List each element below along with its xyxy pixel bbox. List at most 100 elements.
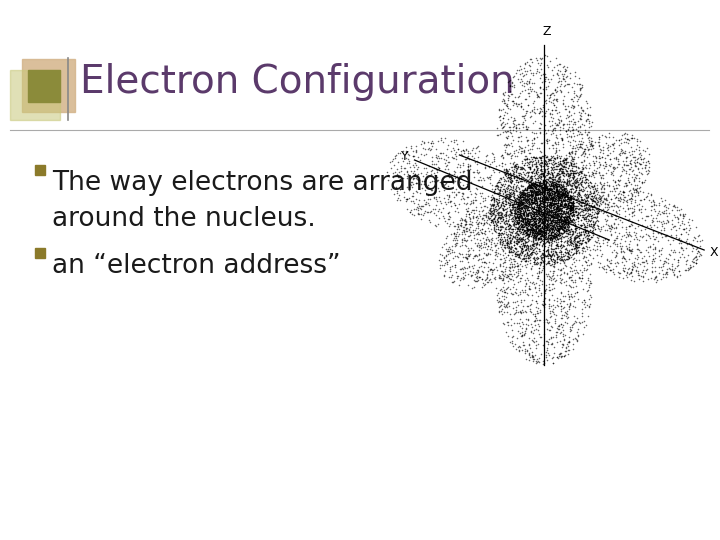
Point [649,235,660,244]
Point [567,200,578,208]
Point [550,145,562,154]
Point [534,60,546,69]
Point [582,110,593,118]
Point [546,195,557,204]
Point [535,182,546,191]
Point [581,98,593,107]
Point [560,158,572,166]
Point [546,217,557,225]
Point [570,289,581,298]
Point [544,190,556,198]
Point [489,189,500,198]
Point [394,168,405,177]
Point [552,198,564,207]
Point [415,140,426,149]
Point [552,182,563,191]
Point [565,234,577,242]
Point [546,340,558,348]
Point [573,274,585,283]
Point [500,212,511,220]
Point [523,197,535,206]
Point [534,198,546,207]
Point [516,181,528,190]
Point [487,206,499,214]
Point [541,350,552,359]
Point [687,244,698,253]
Point [553,214,564,223]
Point [523,196,534,205]
Point [558,242,570,251]
Point [501,219,513,227]
Point [487,201,499,210]
Point [527,180,539,188]
Point [523,225,535,234]
Point [590,212,601,221]
Point [548,190,559,198]
Point [547,358,559,367]
Point [439,258,451,267]
Point [575,185,587,193]
Point [469,270,481,279]
Point [623,222,634,231]
Point [530,341,541,350]
Point [588,158,600,167]
Point [544,220,555,229]
Point [576,221,588,230]
Point [523,184,534,193]
Point [577,285,589,293]
Point [516,306,528,314]
Point [580,205,591,213]
Point [547,196,559,205]
Point [518,165,529,173]
Point [520,202,531,211]
Point [461,242,472,251]
Point [592,215,603,224]
Point [518,78,530,87]
Point [518,251,530,260]
Point [503,217,514,226]
Point [521,320,532,329]
Point [485,201,497,210]
Point [526,196,537,205]
Point [472,228,484,237]
Point [456,264,467,272]
Point [499,139,510,148]
Point [486,269,498,278]
Point [611,258,622,266]
Point [498,185,510,194]
Point [503,181,514,190]
Point [441,231,453,240]
Point [552,265,564,274]
Point [565,203,577,212]
Point [539,218,550,226]
Point [475,203,487,212]
Point [496,195,508,204]
Point [683,226,695,234]
Point [566,191,577,200]
Point [536,261,548,270]
Point [431,177,442,186]
Point [531,296,542,305]
Point [653,201,665,210]
Point [527,233,539,241]
Point [528,190,539,198]
Point [560,225,572,233]
Point [518,236,529,245]
Point [529,195,541,204]
Point [419,145,431,153]
Point [526,191,537,200]
Point [540,167,552,176]
Point [459,264,471,272]
Point [511,203,523,212]
Point [555,216,567,225]
Point [573,164,585,173]
Point [518,72,529,80]
Point [551,185,562,194]
Point [438,213,450,222]
Point [557,171,569,179]
Point [513,210,525,218]
Point [557,99,569,107]
Point [531,215,542,224]
Bar [22,59,75,112]
Point [525,214,536,223]
